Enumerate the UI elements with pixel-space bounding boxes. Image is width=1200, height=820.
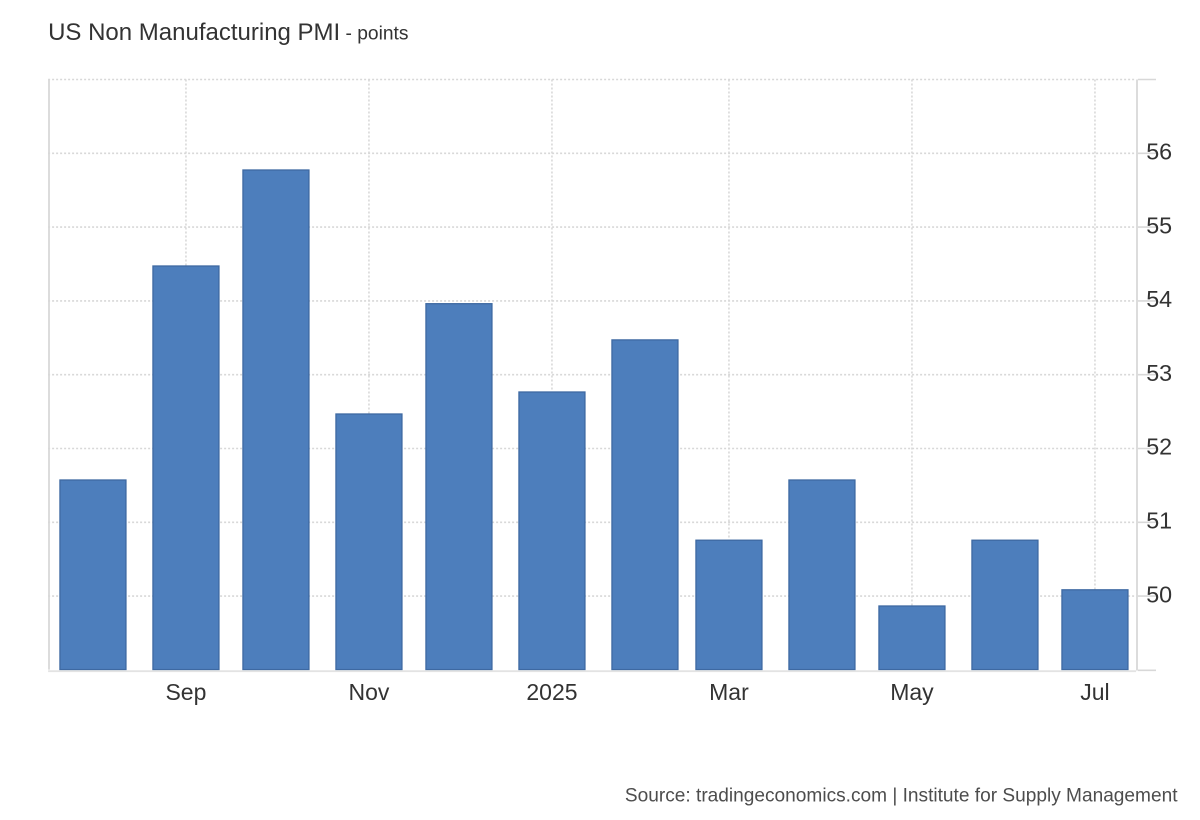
svg-text:54: 54	[1146, 286, 1172, 312]
svg-text:2025: 2025	[526, 679, 577, 705]
svg-text:May: May	[890, 679, 934, 705]
svg-text:- points: - points	[346, 23, 409, 44]
svg-text:53: 53	[1146, 360, 1172, 386]
svg-text:56: 56	[1146, 139, 1172, 165]
svg-text:50: 50	[1146, 581, 1172, 607]
svg-text:Sep: Sep	[165, 679, 206, 705]
svg-text:55: 55	[1146, 212, 1172, 238]
svg-text:Jul: Jul	[1080, 679, 1109, 705]
svg-text:Mar: Mar	[709, 679, 749, 705]
svg-text:52: 52	[1146, 434, 1172, 460]
svg-text:Nov: Nov	[348, 679, 389, 705]
svg-text:Source: tradingeconomics.com |: Source: tradingeconomics.com | Institute…	[625, 786, 1178, 807]
svg-text:51: 51	[1146, 508, 1172, 534]
svg-text:US Non Manufacturing PMI: US Non Manufacturing PMI	[48, 19, 340, 46]
